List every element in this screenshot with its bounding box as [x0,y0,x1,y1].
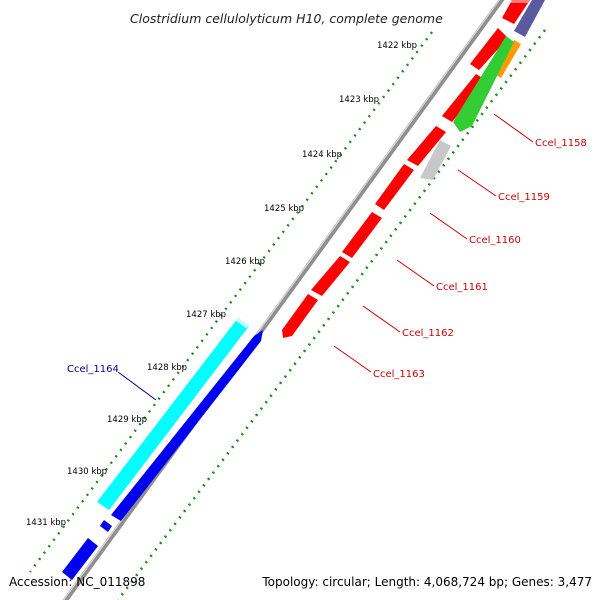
gene-label-group-forward: Ccel_1158 Ccel_1159 Ccel_1160 Ccel_1161 … [333,113,587,380]
gc-track-outer [29,31,433,573]
gene-ccel-1159-red[interactable] [375,164,414,210]
gene-ccel-1164-top [236,318,249,328]
tick-label: 1427 kbp [186,310,226,320]
gene-ccel-1158-red[interactable] [470,28,508,70]
gene-ccel-1157[interactable] [502,0,530,24]
gene-label-connector [429,212,468,240]
tick-label: 1429 kbp [107,415,147,425]
gene-blue-long[interactable] [111,330,263,521]
gene-ccel-1157-top [510,0,530,3]
gene-label[interactable]: Ccel_1160 [469,235,521,246]
gene-label-group-reverse: Ccel_1164 [67,364,157,401]
gene-label-connector [396,259,435,287]
tick-label: 1426 kbp [225,257,265,267]
gene-ccel-1161-red[interactable] [311,256,350,296]
gene-ccel-1158-red-b[interactable] [442,74,486,122]
gene-ccel-1163-red[interactable] [282,294,318,338]
gene-label[interactable]: Ccel_1162 [402,328,454,339]
gene-green[interactable] [453,36,514,132]
gene-label[interactable]: Ccel_1161 [436,282,488,293]
tick-label: 1423 kbp [339,95,379,105]
gene-ccel-1160-red[interactable] [342,212,382,258]
tick-label: 1431 kbp [26,518,66,528]
gene-blue-small[interactable] [100,520,112,532]
gene-blue-bottom[interactable] [62,538,98,580]
gene-ccel-1158-red-c[interactable] [407,126,446,166]
gene-label-connector [493,113,534,143]
gene-ccel-1164[interactable] [97,318,249,510]
gene-label[interactable]: Ccel_1163 [373,369,425,380]
topology-label: Topology: circular; Length: 4,068,724 bp… [262,575,592,589]
gene-gray[interactable] [420,140,451,180]
tick-label: 1428 kbp [147,363,187,373]
tick-label: 1424 kbp [302,150,342,160]
gene-purple[interactable] [514,0,545,37]
gc-track-inner [116,29,547,600]
tick-labels: 1422 kbp 1423 kbp 1424 kbp 1425 kbp 1426… [26,41,417,528]
tick-label: 1422 kbp [377,41,417,51]
gene-label-connector [362,305,401,333]
accession-label: Accession: NC_011898 [9,575,146,589]
gene-label-connector [117,371,157,401]
gene-label[interactable]: Ccel_1158 [535,138,587,149]
gene-label[interactable]: Ccel_1164 [67,364,119,375]
map-title: Clostridium cellulolyticum H10, complete… [130,11,443,26]
genome-backbone [62,0,505,600]
gene-label[interactable]: Ccel_1159 [498,192,550,203]
tick-label: 1425 kbp [264,204,304,214]
gene-label-connector [457,169,497,197]
gene-label-connector [333,345,372,373]
tick-label: 1430 kbp [67,467,107,477]
